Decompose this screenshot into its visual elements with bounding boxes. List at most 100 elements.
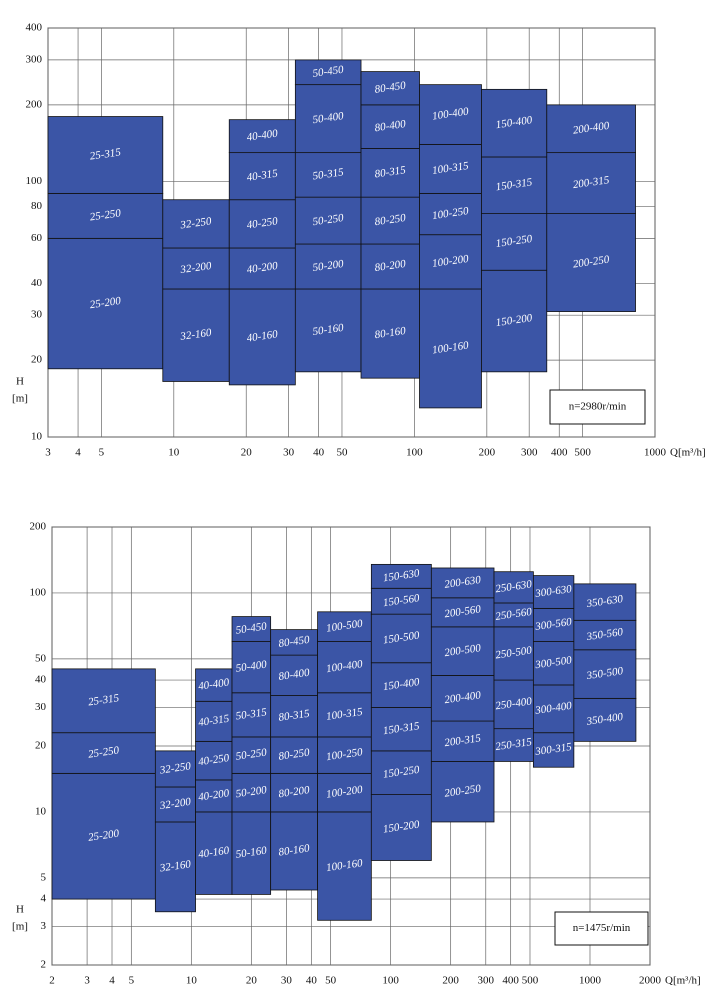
- pump-tile: [481, 213, 548, 271]
- pump-label: 25-315: [89, 146, 122, 162]
- x-tick-label: 10: [168, 447, 180, 459]
- pump-tile: [430, 567, 495, 599]
- pump-tile: [360, 243, 420, 290]
- x-tick-label: 20: [246, 975, 258, 987]
- pump-label: 200-250: [572, 254, 610, 271]
- pump-label: 80-450: [278, 634, 311, 650]
- pump-label: 32-200: [158, 796, 192, 812]
- pump-tile: [231, 616, 272, 642]
- pump-tile: [370, 794, 432, 861]
- pump-tile: [573, 619, 637, 651]
- pump-tile: [493, 728, 534, 762]
- pump-tile: [231, 641, 272, 694]
- x-tick-label: 10: [186, 975, 198, 987]
- pump-label: 100-160: [325, 857, 363, 874]
- x-tick-label: 2000: [639, 975, 662, 987]
- pump-tile: [195, 779, 233, 813]
- pump-label: 150-315: [495, 176, 533, 193]
- pump-label: 40-250: [197, 752, 230, 768]
- pump-label: 200-400: [572, 120, 610, 137]
- pump-tile: [546, 213, 636, 312]
- pump-label: 50-400: [235, 658, 268, 674]
- annotation: n=2980r/min: [569, 401, 627, 413]
- y-tick-label: 100: [26, 175, 43, 187]
- pump-tile: [370, 613, 432, 664]
- pump-label: 25-200: [87, 828, 120, 844]
- y-tick-label: 50: [35, 652, 47, 664]
- x-axis-label: Q[m³/h]: [665, 975, 701, 987]
- pump-tile: [294, 152, 362, 198]
- pump-tile: [430, 626, 495, 676]
- pump-tile: [370, 587, 432, 615]
- x-tick-label: 30: [281, 975, 293, 987]
- y-tick-label: 300: [26, 53, 43, 65]
- pump-label: 40-200: [246, 260, 279, 276]
- pump-label: 50-160: [235, 845, 268, 861]
- pump-label: 80-400: [278, 667, 311, 683]
- pump-tile: [493, 626, 534, 681]
- x-tick-label: 40: [306, 975, 318, 987]
- x-tick-label: 1000: [644, 447, 667, 459]
- pump-label: 80-250: [278, 747, 311, 763]
- y-tick-label: 10: [31, 431, 43, 443]
- x-tick-label: 200: [442, 975, 459, 987]
- pump-label: 100-250: [431, 205, 469, 222]
- y-tick-label: 400: [26, 22, 43, 34]
- pump-tile: [317, 772, 372, 813]
- y-axis-label: [m]: [12, 921, 28, 933]
- pump-tile: [493, 571, 534, 604]
- pump-label: 300-400: [534, 700, 573, 717]
- pump-tile: [430, 597, 495, 628]
- pump-tile: [51, 772, 156, 900]
- pump-tile: [481, 269, 548, 373]
- pump-label: 40-160: [197, 845, 230, 861]
- pump-label: 80-250: [374, 212, 407, 228]
- x-tick-label: 5: [99, 447, 105, 459]
- y-tick-label: 20: [31, 354, 43, 366]
- pump-tile: [430, 761, 495, 823]
- pump-label: 50-200: [312, 258, 345, 274]
- x-tick-label: 30: [283, 447, 295, 459]
- y-tick-label: 40: [31, 277, 43, 289]
- pump-label: 100-500: [325, 618, 363, 635]
- pump-tile: [532, 732, 575, 768]
- y-tick-label: 100: [30, 586, 47, 598]
- pump-tile: [231, 772, 272, 813]
- y-tick-label: 200: [26, 98, 43, 110]
- y-tick-label: 20: [35, 740, 47, 752]
- pump-label: 50-200: [235, 784, 268, 800]
- pump-tile: [360, 148, 420, 198]
- x-tick-label: 2: [49, 975, 55, 987]
- pump-tile: [360, 71, 420, 106]
- pump-label: 50-400: [312, 110, 345, 126]
- pump-label: 40-400: [246, 127, 279, 143]
- pump-tile: [47, 192, 164, 239]
- pump-label: 150-630: [382, 567, 420, 584]
- pump-label: 100-315: [431, 160, 469, 177]
- pump-tile: [294, 59, 362, 86]
- pump-tile: [430, 720, 495, 762]
- pump-label: 100-160: [431, 339, 469, 356]
- pump-label: 200-315: [444, 732, 482, 749]
- pump-label: 40-400: [197, 676, 230, 692]
- pump-label: 150-560: [382, 592, 420, 609]
- x-tick-label: 40: [313, 447, 325, 459]
- pump-label: 250-560: [495, 606, 533, 623]
- pump-label: 80-450: [374, 80, 407, 96]
- pump-tile: [360, 288, 420, 379]
- pump-label: 32-250: [179, 215, 213, 231]
- pump-label: 300-560: [534, 616, 573, 633]
- pump-tile: [317, 811, 372, 921]
- x-tick-label: 20: [241, 447, 253, 459]
- y-tick-label: 40: [35, 674, 47, 686]
- pump-tile: [493, 679, 534, 730]
- pump-label: 150-400: [495, 114, 533, 131]
- pump-tile: [294, 196, 362, 245]
- pump-label: 80-160: [278, 842, 311, 858]
- pump-label: 25-200: [89, 295, 122, 311]
- pump-tile: [546, 104, 636, 154]
- pump-tile: [195, 668, 233, 702]
- pump-tile: [532, 684, 575, 734]
- x-tick-label: 4: [75, 447, 81, 459]
- y-tick-label: 3: [41, 920, 47, 932]
